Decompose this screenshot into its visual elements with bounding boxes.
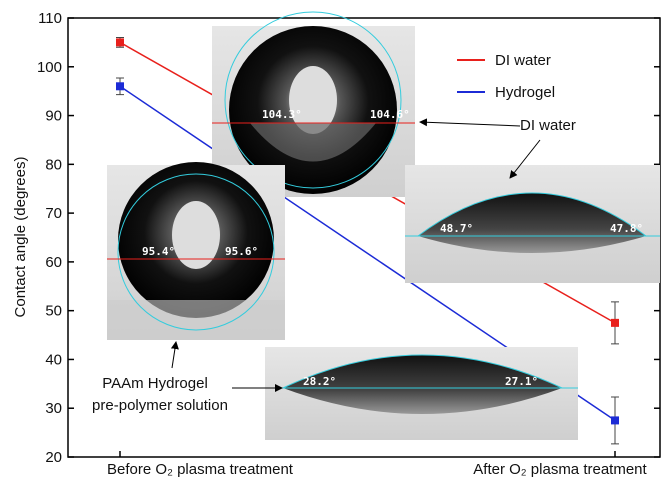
data-point xyxy=(116,82,124,90)
angle-label: 95.4° xyxy=(142,245,175,258)
legend-label: DI water xyxy=(495,52,551,69)
y-tick-label: 110 xyxy=(38,10,62,27)
inset-photo xyxy=(107,162,285,340)
y-tick-label: 100 xyxy=(37,59,62,76)
annotation: PAAm Hydrogel xyxy=(102,375,208,392)
angle-label: 27.1° xyxy=(505,375,538,388)
y-tick-label: 60 xyxy=(45,254,62,271)
chart: DI water PAAm Hydrogel pre-polymer solut… xyxy=(0,0,665,480)
y-tick-label: 70 xyxy=(45,205,62,222)
data-point xyxy=(611,416,619,424)
y-axis-label: Contact angle (degrees) xyxy=(12,157,29,318)
x-tick-label: After O₂ plasma treatment xyxy=(473,461,647,478)
y-tick-label: 90 xyxy=(45,108,62,125)
y-tick-label: 80 xyxy=(45,156,62,173)
annotation: pre-polymer solution xyxy=(92,397,228,414)
legend-label: Hydrogel xyxy=(495,84,555,101)
y-tick-label: 30 xyxy=(45,400,62,417)
angle-label: 48.7° xyxy=(440,222,473,235)
data-point xyxy=(116,38,124,46)
y-tick-label: 20 xyxy=(45,449,62,466)
angle-label: 104.3° xyxy=(262,108,302,121)
inset-photo xyxy=(265,347,578,440)
angle-label: 95.6° xyxy=(225,245,258,258)
y-tick-label: 50 xyxy=(45,303,62,320)
angle-label: 47.8° xyxy=(610,222,643,235)
x-tick-label: Before O₂ plasma treatment xyxy=(107,461,294,478)
angle-label: 28.2° xyxy=(303,375,336,388)
angle-label: 104.6° xyxy=(370,108,410,121)
data-point xyxy=(611,319,619,327)
annotation: DI water xyxy=(520,117,576,134)
y-tick-label: 40 xyxy=(45,351,62,368)
